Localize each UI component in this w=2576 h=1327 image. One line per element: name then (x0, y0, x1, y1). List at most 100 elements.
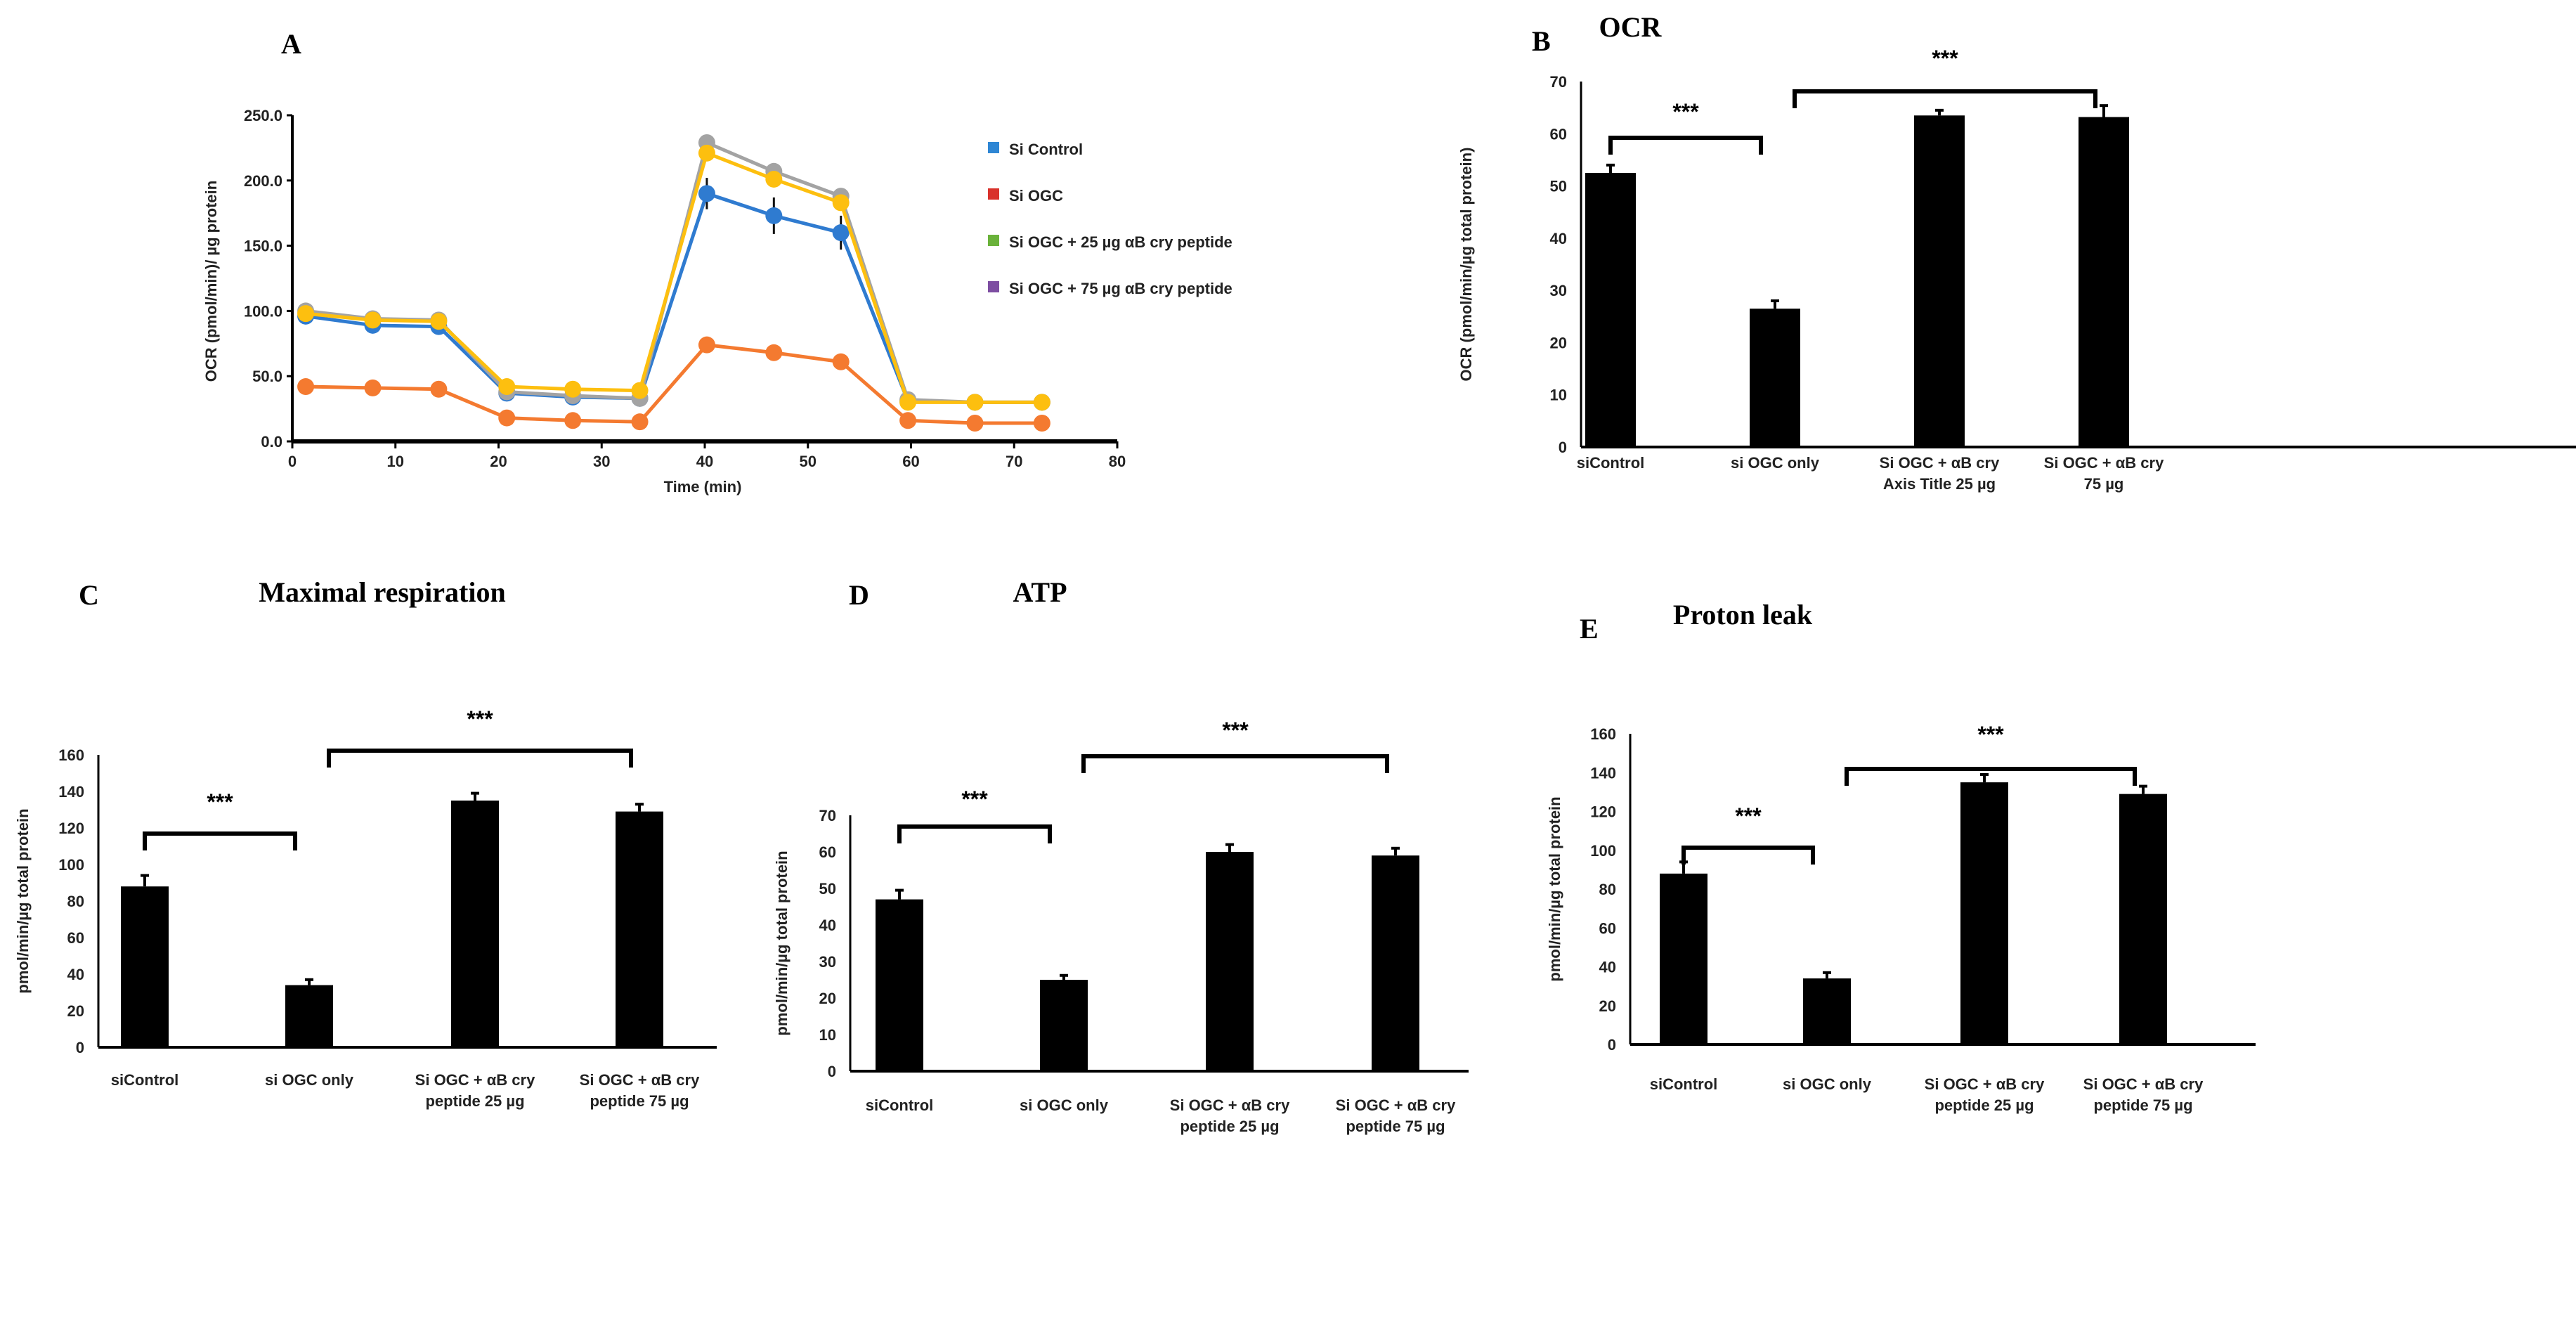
category-label-e: si OGC only (1783, 1075, 1872, 1093)
y-tick-label-c: 160 (58, 746, 84, 764)
y-tick-label-e: 40 (1599, 959, 1616, 976)
data-point (765, 207, 783, 224)
y-tick-label-d: 50 (819, 880, 836, 898)
y-tick-label-d: 60 (819, 843, 836, 861)
chart-title-b: OCR (1599, 11, 1663, 43)
legend-swatch (988, 142, 999, 153)
data-point (430, 380, 448, 398)
data-point (765, 344, 783, 361)
legend-label: Si OGC + 75 µg αB cry peptide (1009, 280, 1232, 297)
category-label-d: si OGC only (1020, 1096, 1109, 1114)
significance-bracket-e (1681, 846, 1815, 865)
y-tick-label-b: 10 (1550, 387, 1567, 404)
significance-stars-d: *** (961, 787, 988, 812)
category-label-c: si OGC only (265, 1071, 354, 1089)
bar-c (285, 985, 333, 1047)
category-label-b: si OGC only (1731, 454, 1820, 472)
category-label-e: peptide 25 µg (1934, 1096, 2034, 1114)
y-tick-label-e: 120 (1590, 803, 1616, 821)
legend-swatch (988, 188, 999, 200)
category-label-c: peptide 25 µg (425, 1092, 524, 1110)
panel-letter-d: D (849, 579, 869, 611)
category-label-d: siControl (866, 1096, 934, 1114)
chart-title-c: Maximal respiration (259, 576, 505, 608)
y-tick-label-c: 140 (58, 783, 84, 801)
y-tick-label-b: 50 (1550, 178, 1567, 195)
data-point (498, 378, 516, 396)
category-label-c: peptide 75 µg (590, 1092, 689, 1110)
y-tick-label-a: 200.0 (244, 172, 282, 190)
y-tick-label-b: 0 (1559, 439, 1567, 456)
data-point (631, 413, 649, 431)
bar-e (2119, 794, 2167, 1044)
chart-title-d: ATP (1013, 576, 1067, 608)
significance-bracket-b (1793, 89, 2097, 108)
x-tick-label-a: 70 (1006, 453, 1022, 470)
significance-stars-b: *** (1672, 99, 1699, 124)
x-tick-label-a: 30 (593, 453, 610, 470)
y-tick-label-b: 60 (1550, 125, 1567, 143)
category-label-b: Si OGC + αB cry (1880, 454, 2000, 472)
series-line-0 (305, 191, 1042, 404)
y-tick-label-d: 20 (819, 990, 836, 1007)
category-label-e: peptide 75 µg (2093, 1096, 2192, 1114)
category-label-d: Si OGC + αB cry (1336, 1096, 1456, 1114)
data-point (966, 415, 984, 432)
bar-b (1585, 173, 1636, 447)
y-tick-label-e: 0 (1608, 1036, 1616, 1054)
y-tick-label-a: 0.0 (261, 433, 282, 451)
category-label-e: Si OGC + αB cry (2083, 1075, 2204, 1093)
y-tick-label-c: 80 (67, 893, 84, 910)
x-axis-label-a: Time (min) (664, 478, 742, 496)
category-label-e: siControl (1650, 1075, 1718, 1093)
data-point (698, 185, 715, 202)
y-tick-label-b: 70 (1550, 73, 1567, 91)
data-point (364, 311, 382, 329)
significance-bracket-b (1608, 136, 1763, 155)
significance-bracket-c (327, 749, 633, 768)
y-tick-label-d: 70 (819, 807, 836, 824)
data-point (899, 394, 917, 411)
panel-letter-a: A (281, 28, 301, 60)
data-point (498, 409, 516, 427)
panel-letter-b: B (1532, 25, 1551, 57)
category-label-c: siControl (111, 1071, 179, 1089)
y-axis-label-b: OCR (pmol/min/µg total protein) (1457, 148, 1475, 382)
y-tick-label-c: 40 (67, 966, 84, 983)
significance-bracket-e (1845, 767, 2137, 786)
bar-c (616, 811, 663, 1047)
category-label-b: siControl (1577, 454, 1645, 472)
bar-d (1040, 980, 1088, 1071)
significance-bracket-c (143, 831, 297, 850)
data-point (899, 412, 917, 429)
y-tick-label-d: 0 (828, 1063, 836, 1080)
data-point (631, 382, 649, 399)
significance-stars-c: *** (467, 706, 493, 732)
significance-stars-c: *** (207, 789, 233, 815)
x-tick-label-a: 40 (696, 453, 713, 470)
legend-label: Si OGC (1009, 187, 1063, 205)
data-point (564, 412, 582, 429)
significance-bracket-d (897, 824, 1052, 843)
category-label-c: Si OGC + αB cry (415, 1071, 535, 1089)
data-point (698, 336, 715, 354)
data-point (297, 378, 315, 396)
y-tick-label-e: 20 (1599, 997, 1616, 1015)
y-tick-label-c: 20 (67, 1002, 84, 1020)
legend-label: Si OGC + 25 µg αB cry peptide (1009, 233, 1232, 251)
panel-letter-e: E (1580, 613, 1599, 645)
x-tick-label-a: 0 (288, 453, 297, 470)
x-tick-label-a: 20 (490, 453, 507, 470)
bar-c (121, 886, 169, 1047)
panel-letter-c: C (79, 579, 99, 611)
x-tick-label-a: 10 (387, 453, 404, 470)
bar-b (1750, 309, 1800, 447)
legend-swatch (988, 235, 999, 246)
bar-b (1914, 115, 1965, 448)
y-axis-label-a: OCR (pmol/min)/ µg protein (202, 181, 220, 382)
data-point (564, 380, 582, 398)
bar-c (451, 801, 499, 1047)
x-tick-label-a: 80 (1109, 453, 1126, 470)
data-point (765, 170, 783, 188)
